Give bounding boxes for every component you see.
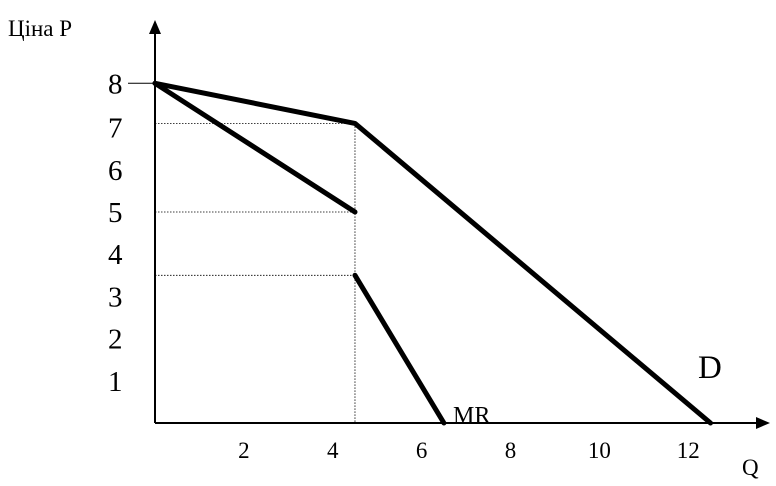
x-tick-label-10: 10	[588, 438, 611, 463]
series-line-1	[152, 80, 358, 215]
x-tick-label-4: 4	[327, 438, 339, 463]
y-tick-label-7: 7	[108, 113, 123, 145]
y-tick-label-8: 8	[108, 68, 123, 100]
x-axis-title: Q	[742, 455, 759, 480]
x-tick-label-12: 12	[677, 438, 700, 463]
y-tick-label-1: 1	[108, 366, 123, 398]
demand-series-label: D	[698, 350, 722, 386]
x-tick-label-2: 2	[238, 438, 250, 463]
mr-series-label: MR	[453, 403, 490, 429]
x-tick-label-6: 6	[416, 438, 428, 463]
y-tick-label-3: 3	[108, 281, 123, 313]
y-tick-label-2: 2	[108, 324, 123, 356]
series-line-2	[352, 272, 447, 426]
y-axis-arrow-icon	[149, 20, 161, 34]
y-tick-label-4: 4	[108, 239, 123, 271]
x-tick-label-8: 8	[505, 438, 517, 463]
y-axis-title: Ціна P	[8, 16, 72, 41]
y-tick-label-6: 6	[108, 155, 123, 187]
y-tick-label-5: 5	[108, 197, 123, 229]
series-line-0	[152, 80, 713, 426]
x-axis-arrow-icon	[756, 417, 770, 429]
